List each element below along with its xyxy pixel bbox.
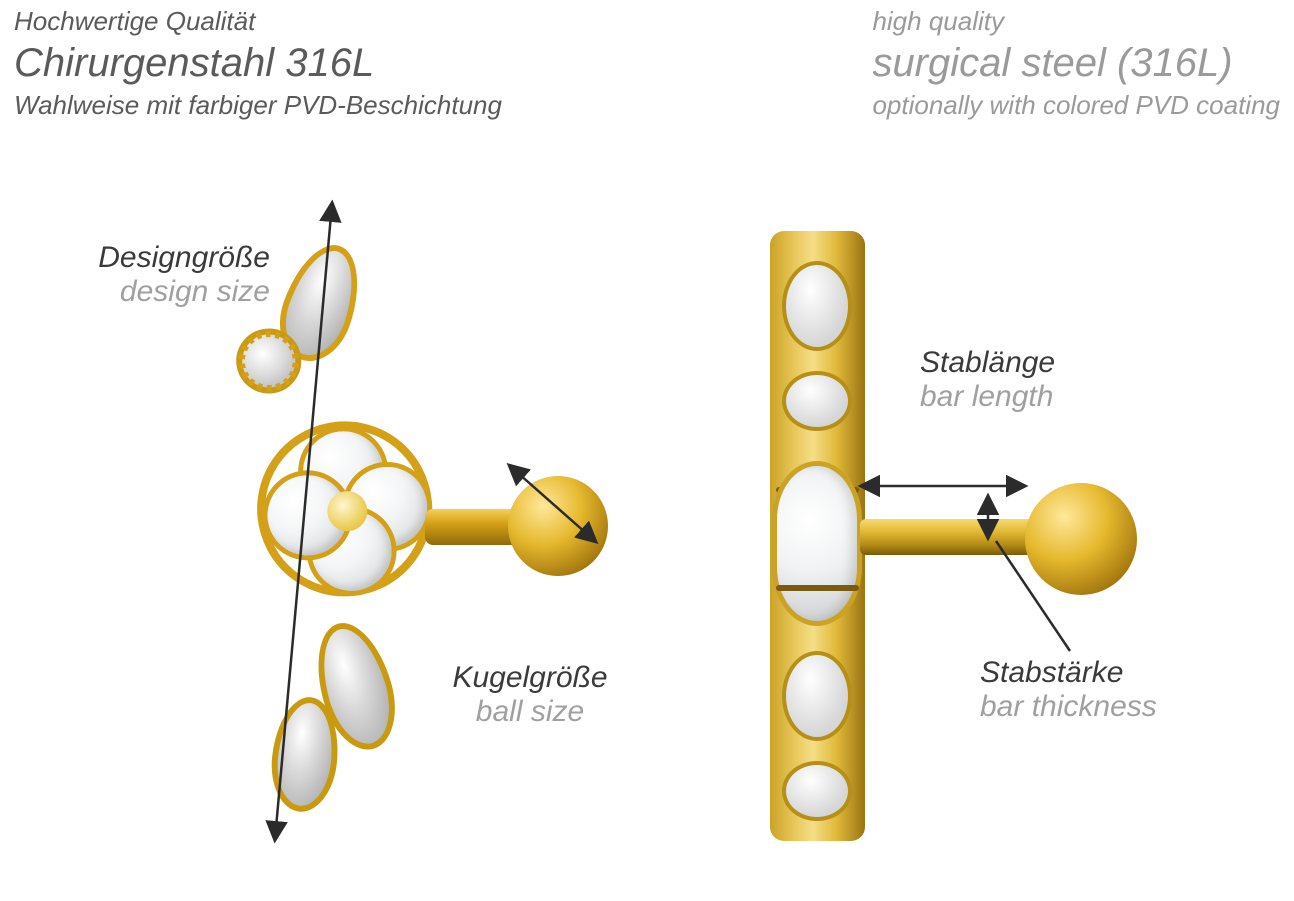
label-ball-size-en: ball size — [430, 695, 630, 729]
header-english-column: high quality surgical steel (316L) optio… — [872, 6, 1280, 121]
header-line-quality-de: Hochwertige Qualität — [14, 6, 502, 37]
label-ball-size-de: Kugelgröße — [430, 661, 630, 695]
arrow-ball-size — [510, 466, 595, 541]
label-bar-thickness: Stabstärke bar thickness — [980, 656, 1230, 724]
label-bar-thickness-de: Stabstärke — [980, 656, 1230, 690]
header-line-coating-en: optionally with colored PVD coating — [872, 90, 1280, 121]
header-german-column: Hochwertige Qualität Chirurgenstahl 316L… — [14, 6, 502, 121]
label-bar-thickness-en: bar thickness — [980, 690, 1230, 724]
label-design-size-en: design size — [40, 275, 270, 309]
label-bar-length-en: bar length — [920, 380, 1140, 414]
diagram-area: Designgröße design size Kugelgröße ball … — [0, 201, 1294, 901]
label-design-size-de: Designgröße — [40, 241, 270, 275]
label-ball-size: Kugelgröße ball size — [430, 661, 630, 729]
header-line-quality-en: high quality — [872, 6, 1280, 37]
arrow-design-size — [275, 204, 332, 839]
label-design-size: Designgröße design size — [40, 241, 270, 309]
leader-bar-thickness — [996, 541, 1070, 651]
label-bar-length-de: Stablänge — [920, 346, 1140, 380]
header-line-material-en: surgical steel (316L) — [872, 41, 1280, 86]
header-line-coating-de: Wahlweise mit farbiger PVD-Beschichtung — [14, 90, 502, 121]
label-bar-length: Stablänge bar length — [920, 346, 1140, 414]
header-line-material-de: Chirurgenstahl 316L — [14, 41, 502, 86]
header: Hochwertige Qualität Chirurgenstahl 316L… — [0, 0, 1294, 121]
